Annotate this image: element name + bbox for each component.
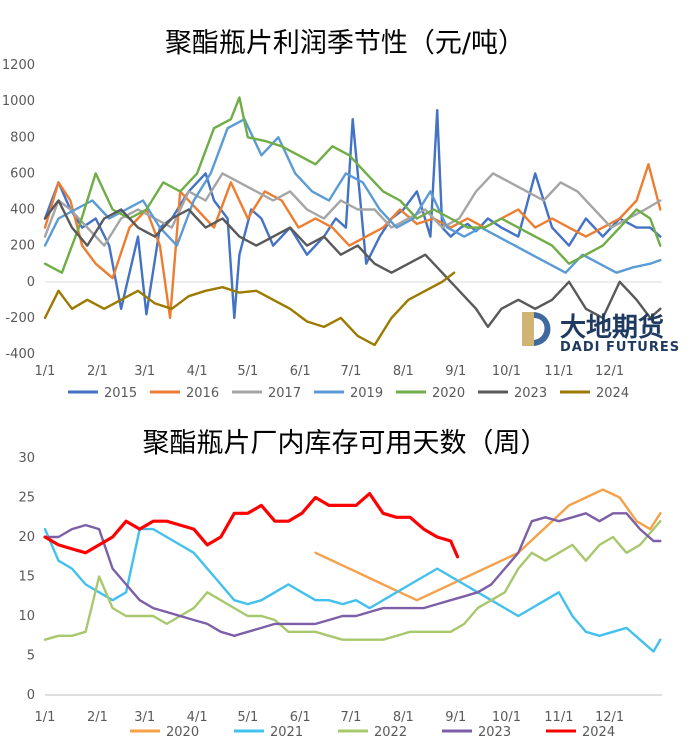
inventory-chart-title: 聚酯瓶片厂内库存可用天数（周）	[143, 428, 548, 459]
inventory-y-tick: 5	[27, 649, 35, 664]
profit-y-tick: 200	[10, 239, 35, 254]
profit-x-tick: 4/1	[187, 364, 208, 379]
profit-series-2024	[43, 271, 456, 347]
profit-series-2023	[43, 199, 662, 329]
profit-y-tick: 400	[10, 203, 35, 218]
inventory-y-tick: 0	[27, 688, 35, 703]
inventory-x-tick: 9/1	[445, 710, 466, 725]
inventory-x-tick: 7/1	[341, 710, 362, 725]
profit-series-group	[43, 96, 662, 347]
profit-y-tick: 800	[10, 130, 35, 145]
profit-x-tick: 8/1	[393, 364, 414, 379]
profit-series-2016	[43, 163, 662, 320]
inventory-x-tick: 4/1	[187, 710, 208, 725]
profit-legend-label-2015: 2015	[104, 386, 137, 401]
inventory-x-axis: 1/1 2/1 3/1 4/1 5/1 6/1 7/1 8/1 9/1 10/1 11/1 12/1	[35, 710, 625, 725]
profit-legend-label-2019: 2019	[350, 386, 383, 401]
inventory-legend-label-2020: 2020	[166, 725, 199, 740]
profit-x-tick: 1/1	[35, 364, 56, 379]
inventory-x-tick: 1/1	[35, 710, 56, 725]
inventory-legend-label-2023: 2023	[478, 725, 511, 740]
profit-x-tick: 11/1	[544, 364, 573, 379]
profit-legend-label-2024: 2024	[596, 386, 629, 401]
inventory-y-axis: 30 25 20 15 10 5 0	[18, 451, 35, 703]
inventory-legend-label-2021: 2021	[270, 725, 303, 740]
inventory-legend-label-2022: 2022	[374, 725, 407, 740]
inventory-legend: 2020 2021 2022 2023 2024	[130, 725, 615, 740]
profit-chart: 聚酯瓶片利润季节性（元/吨） 1200 1000 800 600 400 200 0 -200…	[2, 28, 680, 401]
logo-mark	[522, 312, 534, 346]
inventory-series-2021	[43, 527, 662, 653]
profit-y-axis: 1200 1000 800 600 400 200 0 -200 -400	[2, 58, 35, 362]
inventory-y-tick: 20	[18, 530, 35, 545]
inventory-x-tick: 3/1	[134, 710, 155, 725]
profit-y-tick: 0	[27, 275, 35, 290]
inventory-x-tick: 8/1	[393, 710, 414, 725]
logo-cn-text: 大地期货	[560, 312, 664, 343]
inventory-series-2024	[43, 492, 460, 559]
profit-series-2017	[43, 172, 662, 247]
inventory-x-tick: 11/1	[544, 710, 573, 725]
profit-x-tick: 9/1	[445, 364, 466, 379]
profit-legend: 2015 2016 2017 2019 2020 2023 2024	[68, 386, 629, 401]
inventory-chart: 聚酯瓶片厂内库存可用天数（周） 30 25 20 15 10 5 0 1/1 2/1 3/1 4/…	[18, 428, 662, 740]
profit-legend-label-2023: 2023	[514, 386, 547, 401]
inventory-y-tick: 25	[18, 491, 35, 506]
profit-legend-label-2017: 2017	[268, 386, 301, 401]
profit-series-2019	[43, 118, 662, 274]
inventory-y-tick: 30	[18, 451, 35, 466]
profit-x-tick: 12/1	[595, 364, 624, 379]
profit-x-tick: 5/1	[237, 364, 258, 379]
profit-legend-label-2016: 2016	[186, 386, 219, 401]
logo-mark-arc	[534, 312, 551, 346]
profit-y-tick: 600	[10, 166, 35, 181]
profit-x-tick: 7/1	[341, 364, 362, 379]
logo-en-text: DADI FUTURES	[560, 340, 680, 355]
profit-chart-title: 聚酯瓶片利润季节性（元/吨）	[165, 28, 525, 59]
inventory-x-tick: 12/1	[595, 710, 624, 725]
profit-legend-label-2020: 2020	[432, 386, 465, 401]
inventory-series-group	[43, 488, 662, 653]
inventory-x-tick: 10/1	[492, 710, 521, 725]
inventory-x-tick: 6/1	[290, 710, 311, 725]
inventory-legend-label-2024: 2024	[582, 725, 615, 740]
inventory-series-2023	[43, 512, 662, 637]
profit-x-tick: 3/1	[134, 364, 155, 379]
dadi-futures-logo: 大地期货 DADI FUTURES	[522, 312, 680, 355]
profit-x-axis: 1/1 2/1 3/1 4/1 5/1 6/1 7/1 8/1 9/1 10/1 11/1 12/1	[35, 364, 625, 379]
profit-x-tick: 6/1	[290, 364, 311, 379]
profit-y-tick: 1200	[2, 58, 35, 73]
inventory-y-tick: 15	[18, 570, 35, 585]
profit-y-tick: -400	[5, 347, 35, 362]
profit-series-2020	[43, 96, 662, 274]
inventory-series-2020	[314, 488, 662, 602]
inventory-x-tick: 2/1	[87, 710, 108, 725]
profit-x-tick: 10/1	[492, 364, 521, 379]
inventory-y-tick: 10	[18, 609, 35, 624]
profit-y-tick: -200	[5, 311, 35, 326]
inventory-series-2022	[43, 520, 662, 641]
profit-x-tick: 2/1	[87, 364, 108, 379]
inventory-x-tick: 5/1	[237, 710, 258, 725]
profit-y-tick: 1000	[2, 94, 35, 109]
